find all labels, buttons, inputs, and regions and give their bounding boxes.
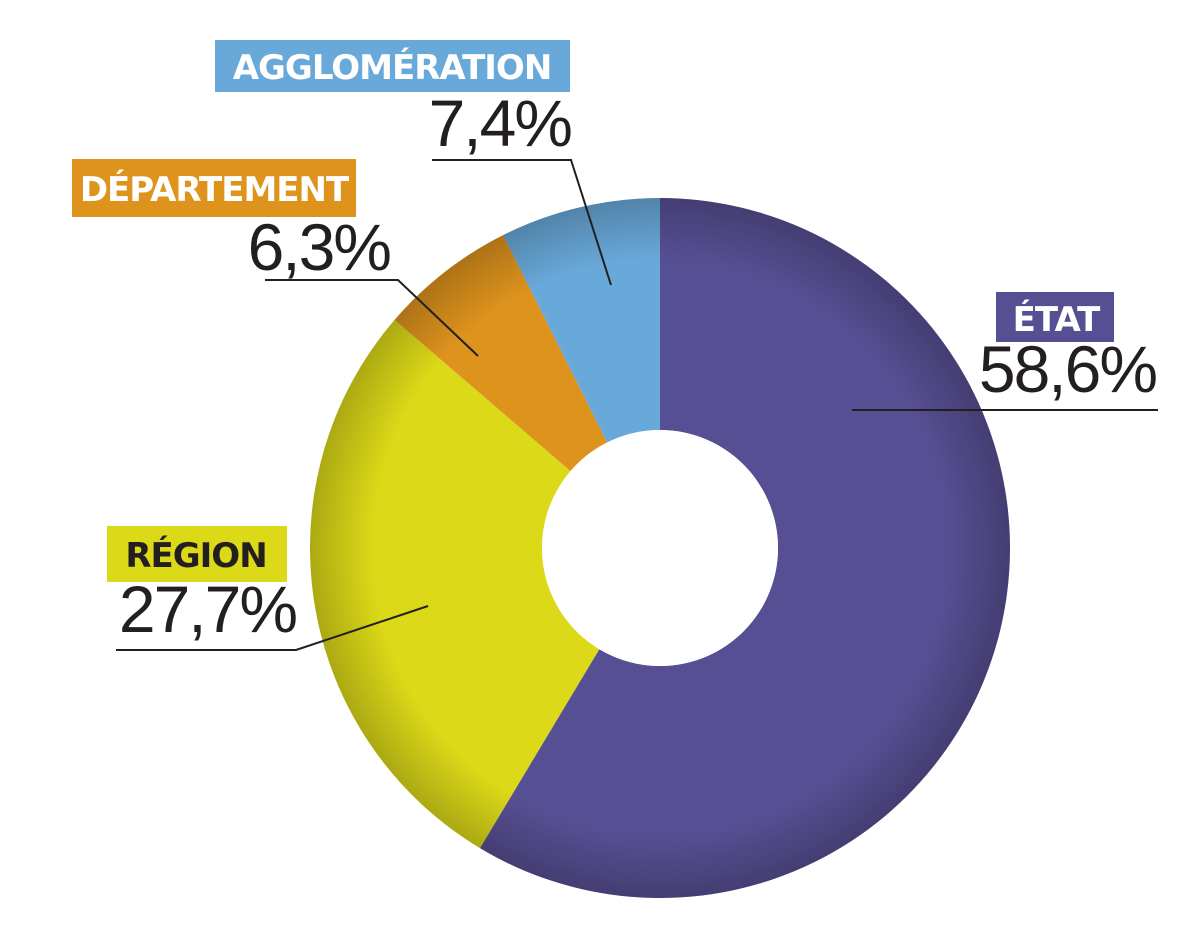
donut-hole: [542, 430, 778, 666]
label-région: RÉGION: [125, 535, 266, 576]
tag-agglomération: [215, 40, 570, 92]
value-département: 6,3%: [248, 210, 391, 284]
label-agglomération: AGGLOMÉRATION: [233, 47, 552, 88]
leader-line-agglomération: [432, 159, 612, 286]
label-état: ÉTAT: [1013, 299, 1101, 340]
value-état: 58,6%: [979, 332, 1156, 406]
leader-line-région: [116, 605, 429, 651]
value-région: 27,7%: [119, 572, 296, 646]
tag-département: [72, 159, 356, 217]
tag-état: [996, 292, 1114, 342]
leader-line-département: [265, 279, 479, 357]
value-agglomération: 7,4%: [429, 86, 572, 160]
donut-slices: [310, 198, 1011, 899]
tag-région: [107, 526, 287, 582]
label-département: DÉPARTEMENT: [80, 169, 350, 210]
